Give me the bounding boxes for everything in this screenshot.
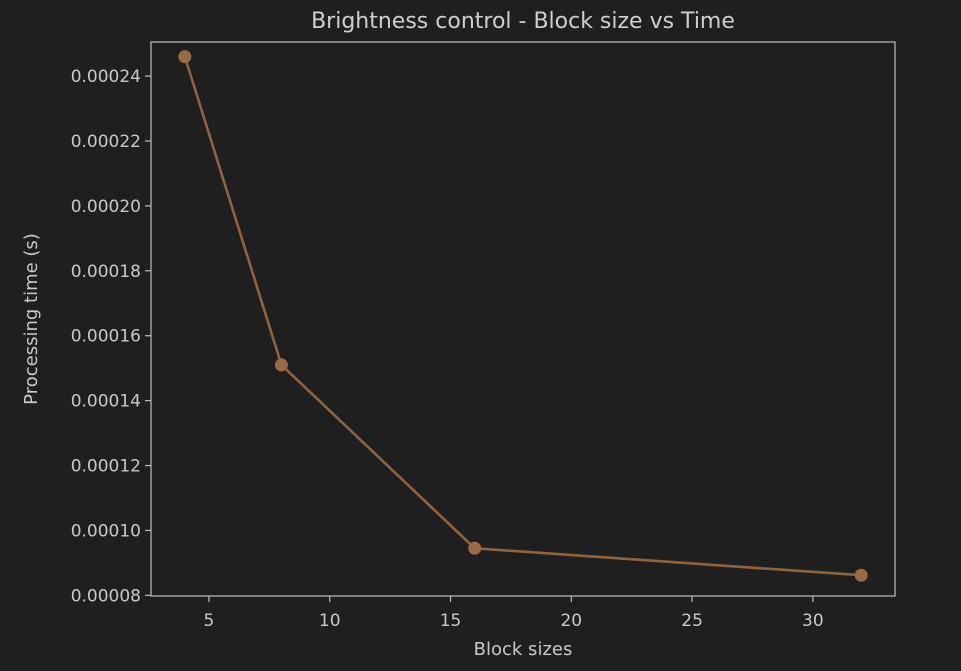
chart-title: Brightness control - Block size vs Time: [311, 9, 735, 34]
x-tick-label: 25: [681, 611, 703, 631]
y-axis-label: Processing time (s): [21, 233, 42, 405]
y-tick-label: 0.00010: [71, 521, 141, 541]
series-line: [183, 55, 863, 577]
y-tick-label: 0.00012: [71, 457, 141, 477]
axes-frame: [150, 41, 896, 597]
y-tick-label: 0.00018: [71, 262, 141, 282]
y-tick-label: 0.00008: [71, 586, 141, 606]
data-point: [274, 358, 288, 372]
y-tick-label: 0.00016: [71, 327, 141, 347]
x-tick-label: 5: [204, 611, 215, 631]
x-tick-label: 10: [319, 611, 341, 631]
x-tick-label: 15: [440, 611, 462, 631]
x-tick-label: 30: [802, 611, 824, 631]
x-axis-label: Block sizes: [474, 639, 573, 660]
y-tick-label: 0.00020: [71, 197, 141, 217]
y-tick-label: 0.00022: [71, 132, 141, 152]
plot-area: 5 10 15 20 25 30 0.00008 0.00010 0.00012 0.00014 0…: [71, 41, 896, 631]
data-point: [854, 568, 868, 582]
x-tick-label: 20: [560, 611, 582, 631]
y-tick-label: 0.00024: [71, 67, 141, 87]
data-point: [178, 50, 192, 64]
y-tick-label: 0.00014: [71, 392, 141, 412]
data-point: [468, 541, 482, 555]
